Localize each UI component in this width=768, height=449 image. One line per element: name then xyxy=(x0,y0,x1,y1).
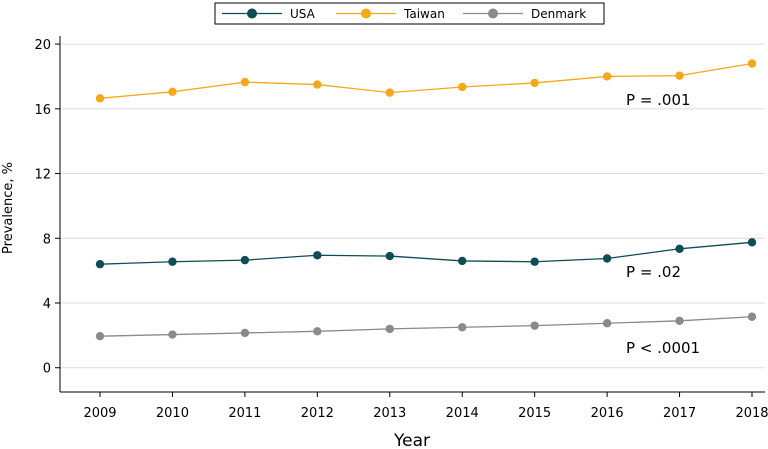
y-tick-label: 4 xyxy=(43,297,51,312)
x-tick-label: 2012 xyxy=(301,406,334,421)
x-axis-title: Year xyxy=(393,431,430,449)
legend: USA Taiwan Denmark xyxy=(214,2,605,25)
data-point-usa xyxy=(385,251,394,261)
axes: 0 4 8 12 16 20 2009 2010 2011 2012 2013 2014 2015 201… xyxy=(34,36,768,421)
legend-marker-denmark xyxy=(488,8,498,19)
x-tick-label: 2013 xyxy=(373,406,406,421)
data-point-taiwan xyxy=(675,71,684,80)
x-tick-label: 2014 xyxy=(446,406,479,421)
legend-box xyxy=(214,2,605,25)
data-point-denmark xyxy=(385,324,394,334)
x-tick-label: 2018 xyxy=(735,406,768,421)
y-tick-label: 20 xyxy=(34,38,51,53)
data-point-usa xyxy=(313,251,322,260)
x-tick-label: 2015 xyxy=(518,406,551,421)
x-tick-label: 2010 xyxy=(156,406,189,421)
annotations: P = .001 P = .02 P < .0001 xyxy=(626,91,700,357)
data-point-taiwan xyxy=(313,80,322,89)
grid-lines xyxy=(60,43,765,369)
data-point-usa xyxy=(675,244,684,253)
legend-label-taiwan: Taiwan xyxy=(403,7,445,21)
data-point-usa xyxy=(747,238,757,247)
series-line-taiwan xyxy=(99,62,753,99)
data-point-taiwan xyxy=(530,78,539,88)
x-tick-label: 2017 xyxy=(663,406,696,421)
data-point-usa xyxy=(458,256,467,266)
data-point-taiwan xyxy=(168,87,177,97)
data-point-usa xyxy=(530,257,539,266)
data-point-usa xyxy=(602,254,612,263)
legend-marker-taiwan xyxy=(361,8,371,19)
y-tick-label: 12 xyxy=(34,168,51,183)
data-point-denmark xyxy=(530,321,539,330)
legend-label-usa: USA xyxy=(290,7,316,21)
y-tick-label: 0 xyxy=(43,362,51,377)
series-line-denmark xyxy=(99,316,753,337)
y-tick-label: 16 xyxy=(34,103,51,118)
data-point-usa xyxy=(240,255,250,265)
data-point-denmark xyxy=(747,312,757,321)
y-tick-label: 8 xyxy=(43,232,51,247)
p-value-annotation: P = .001 xyxy=(626,91,691,109)
data-point-usa xyxy=(168,257,177,266)
data-point-taiwan xyxy=(602,72,612,81)
data-point-taiwan xyxy=(385,88,394,97)
data-series xyxy=(95,59,757,341)
data-point-denmark xyxy=(168,330,177,339)
data-point-denmark xyxy=(675,316,684,325)
data-point-denmark xyxy=(458,323,467,332)
data-point-taiwan xyxy=(95,94,105,103)
x-tick-label: 2016 xyxy=(591,406,624,421)
data-point-taiwan xyxy=(747,59,757,68)
data-point-taiwan xyxy=(458,82,467,92)
data-point-denmark xyxy=(240,328,250,338)
x-tick-label: 2011 xyxy=(228,406,261,421)
data-point-usa xyxy=(95,259,105,269)
y-axis-title: Prevalence, % xyxy=(1,162,16,254)
legend-marker-usa xyxy=(247,8,257,19)
series-line-usa xyxy=(99,241,753,265)
x-tick-label: 2009 xyxy=(83,406,116,421)
data-point-denmark xyxy=(602,319,612,328)
data-point-taiwan xyxy=(240,77,250,87)
p-value-annotation: P < .0001 xyxy=(626,339,700,357)
p-value-annotation: P = .02 xyxy=(626,263,681,281)
data-point-denmark xyxy=(95,331,105,341)
legend-label-denmark: Denmark xyxy=(531,7,586,21)
data-point-denmark xyxy=(313,327,322,336)
